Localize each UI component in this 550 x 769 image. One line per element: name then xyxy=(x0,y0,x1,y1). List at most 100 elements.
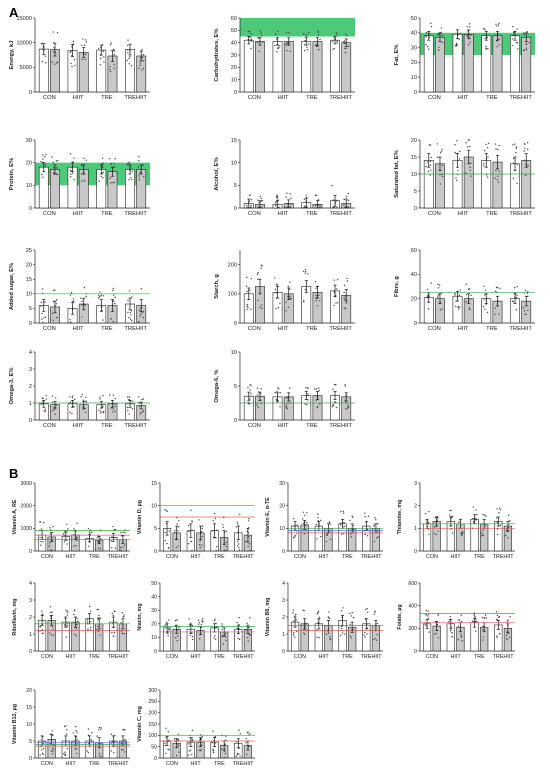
data-point xyxy=(249,30,251,32)
data-point xyxy=(335,200,337,203)
data-point xyxy=(347,192,350,195)
data-point xyxy=(304,270,307,273)
data-point xyxy=(315,45,318,48)
data-point xyxy=(224,636,227,638)
y-axis-title: Omega-3, E% xyxy=(9,367,15,404)
data-point xyxy=(72,40,75,43)
data-point xyxy=(45,398,48,400)
data-point xyxy=(341,627,343,630)
data-point xyxy=(375,639,378,641)
data-point xyxy=(113,64,115,66)
y-tick-label: 0 xyxy=(234,206,237,212)
data-point xyxy=(82,304,84,306)
data-point xyxy=(454,294,456,296)
data-point xyxy=(191,520,194,522)
data-point xyxy=(222,524,224,526)
data-point xyxy=(437,636,440,639)
data-point xyxy=(50,617,52,620)
data-point xyxy=(524,174,527,176)
data-point xyxy=(246,753,248,755)
data-point xyxy=(482,529,484,532)
data-point xyxy=(317,45,319,48)
data-point xyxy=(482,305,485,308)
data-point xyxy=(363,634,365,636)
data-point xyxy=(498,170,500,173)
data-point xyxy=(485,617,488,619)
data-point xyxy=(257,394,259,396)
x-tick-label: HIIT xyxy=(191,654,202,660)
data-point xyxy=(52,319,54,322)
data-point xyxy=(69,294,72,296)
data-point xyxy=(289,387,291,389)
data-point xyxy=(245,541,247,543)
data-point xyxy=(187,542,190,545)
data-point xyxy=(66,610,69,612)
data-point xyxy=(484,294,486,296)
data-point xyxy=(524,143,526,146)
data-point xyxy=(344,384,346,386)
data-point xyxy=(286,397,288,399)
data-point xyxy=(214,618,216,621)
data-point xyxy=(373,525,375,527)
data-point xyxy=(452,515,454,518)
data-point xyxy=(512,157,515,160)
data-point xyxy=(249,384,251,386)
data-point xyxy=(245,285,248,287)
data-point xyxy=(509,615,511,618)
data-point xyxy=(376,537,378,539)
chart-panel-9: 0 20 40 60 Fibre, g CON HIIT TRE TREHIIT xyxy=(394,248,535,332)
data-point xyxy=(459,150,461,153)
data-point xyxy=(457,638,459,641)
data-point xyxy=(76,752,78,755)
data-point xyxy=(112,635,115,638)
y-tick-label: 10 xyxy=(411,75,417,81)
data-point xyxy=(525,43,527,45)
data-point xyxy=(472,520,475,523)
data-point xyxy=(277,199,279,201)
data-point xyxy=(99,537,102,540)
data-point xyxy=(50,529,52,531)
data-point xyxy=(345,408,347,410)
data-point xyxy=(128,316,130,319)
data-point xyxy=(81,58,83,61)
y-tick-label: 0 xyxy=(414,206,417,212)
data-point xyxy=(506,639,509,641)
data-point xyxy=(41,288,44,290)
data-point xyxy=(345,47,348,50)
data-point xyxy=(495,148,497,150)
data-point xyxy=(109,177,111,179)
data-point xyxy=(454,293,456,295)
data-point xyxy=(128,63,130,65)
data-point xyxy=(304,403,306,405)
data-point xyxy=(474,630,477,632)
data-point xyxy=(289,297,291,299)
x-tick-label: CON xyxy=(166,654,178,660)
data-point xyxy=(221,636,224,638)
data-point xyxy=(101,162,104,165)
bar-baseline xyxy=(481,35,492,93)
data-point xyxy=(482,513,484,516)
data-point xyxy=(122,531,124,533)
data-point xyxy=(316,305,319,307)
data-point xyxy=(75,748,78,750)
data-point xyxy=(54,413,56,415)
data-point xyxy=(351,611,353,614)
data-point xyxy=(91,731,93,734)
data-point xyxy=(138,322,141,324)
data-point xyxy=(49,632,51,634)
data-point xyxy=(178,751,180,753)
data-point xyxy=(373,540,376,543)
data-point xyxy=(73,613,75,616)
data-point xyxy=(286,203,289,205)
data-point xyxy=(122,616,124,618)
data-point xyxy=(123,544,126,546)
data-point xyxy=(142,398,145,400)
data-point xyxy=(347,206,350,209)
x-tick-label: TREHIIT xyxy=(493,654,515,660)
chart-panel-7: 0 5 10 15 20 25 Added sugar, E% CON HIIT TRE TREHI… xyxy=(9,248,150,332)
data-point xyxy=(498,313,500,315)
data-point xyxy=(97,547,100,549)
data-point xyxy=(75,635,77,637)
y-axis-title: Energy, kJ xyxy=(9,41,15,70)
